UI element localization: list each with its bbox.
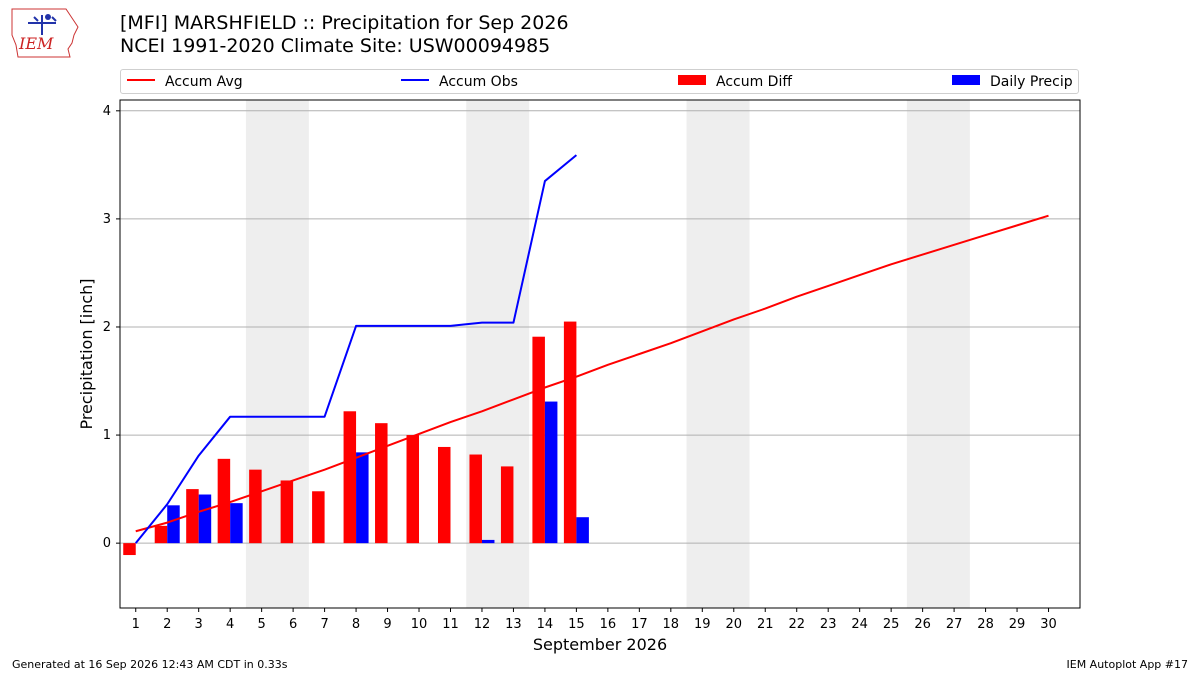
legend-swatch-daily-precip <box>952 75 980 85</box>
daily-precip-bar <box>544 401 558 544</box>
x-tick-label: 10 <box>411 617 428 632</box>
x-tick-label: 17 <box>631 617 648 632</box>
x-tick-label: 2 <box>163 617 171 632</box>
y-tick-label: 1 <box>103 428 111 443</box>
accum-diff-bar <box>280 480 294 544</box>
legend-label-accum-avg: Accum Avg <box>165 74 243 90</box>
accum-diff-bar <box>532 336 545 544</box>
y-axis-label: Precipitation [inch] <box>77 278 96 429</box>
x-tick-label: 5 <box>257 617 265 632</box>
y-tick-label: 4 <box>103 104 111 119</box>
accum-diff-bar <box>186 489 199 544</box>
x-axis-label: September 2026 <box>533 635 667 654</box>
logo-text: IEM <box>18 34 54 53</box>
iem-logo: IEM <box>11 8 79 58</box>
x-tick-label: 29 <box>1009 617 1026 632</box>
daily-precip-bar <box>230 503 243 544</box>
x-tick-label: 23 <box>820 617 837 632</box>
legend-swatch-accum-diff <box>678 75 706 85</box>
x-tick-label: 7 <box>320 617 328 632</box>
accum-diff-bar <box>343 411 357 544</box>
x-tick-label: 28 <box>977 617 994 632</box>
x-tick-label: 16 <box>600 617 617 632</box>
x-tick-label: 13 <box>505 617 522 632</box>
x-tick-label: 26 <box>914 617 931 632</box>
iowa-state-outline <box>11 8 79 58</box>
x-tick-label: 6 <box>289 617 297 632</box>
accum-diff-bar <box>249 469 262 544</box>
accum-diff-bar <box>437 446 451 544</box>
legend-item-accum-diff: Accum Diff <box>678 73 792 91</box>
daily-precip-bar <box>167 505 180 544</box>
y-tick-label: 2 <box>103 320 111 335</box>
accum-diff-bar <box>469 454 482 544</box>
x-tick-label: 19 <box>694 617 711 632</box>
accum-diff-bar <box>154 525 168 544</box>
daily-precip-bar <box>198 494 212 544</box>
x-tick-label: 8 <box>352 617 360 632</box>
legend-label-accum-diff: Accum Diff <box>716 74 793 90</box>
weekend-band <box>906 100 970 608</box>
accum-diff-bar <box>123 543 136 556</box>
footer-app: IEM Autoplot App #17 <box>1066 658 1189 671</box>
footer-generated: Generated at 16 Sep 2026 12:43 AM CDT in… <box>12 658 288 671</box>
accum-diff-bar <box>375 423 388 544</box>
x-tick-label: 14 <box>537 617 554 632</box>
station-dot <box>45 14 51 20</box>
x-tick-label: 20 <box>725 617 742 632</box>
x-tick-label: 22 <box>788 617 805 632</box>
legend-item-accum-avg: Accum Avg <box>127 73 243 91</box>
x-tick-label: 3 <box>195 617 203 632</box>
legend-item-daily-precip: Daily Precip <box>952 73 1073 91</box>
x-tick-label: 25 <box>883 617 900 632</box>
title-line-1: [MFI] MARSHFIELD :: Precipitation for Se… <box>120 12 569 34</box>
accum-diff-bar <box>500 466 514 544</box>
x-tick-label: 27 <box>946 617 963 632</box>
y-tick-label: 3 <box>103 212 111 227</box>
legend-swatch-accum-avg <box>127 79 155 81</box>
legend-label-accum-obs: Accum Obs <box>439 74 518 90</box>
x-tick-label: 11 <box>442 617 459 632</box>
y-tick-label: 0 <box>103 536 111 551</box>
x-tick-label: 12 <box>474 617 491 632</box>
daily-precip-bar <box>576 517 589 544</box>
weather-station-icon <box>28 15 57 35</box>
plot-frame <box>119 99 1081 609</box>
legend-swatch-accum-obs <box>401 79 429 81</box>
accum-diff-bar <box>217 458 231 544</box>
x-tick-label: 9 <box>383 617 391 632</box>
title-line-2: NCEI 1991-2020 Climate Site: USW00094985 <box>120 35 551 57</box>
daily-precip-bar <box>356 452 369 544</box>
legend-item-accum-obs: Accum Obs <box>401 73 518 91</box>
daily-precip-bar <box>481 539 495 544</box>
x-tick-label: 15 <box>568 617 585 632</box>
accum-diff-bar <box>406 435 420 544</box>
chart-title: [MFI] MARSHFIELD :: Precipitation for Se… <box>120 12 569 58</box>
accum-diff-bar <box>312 491 325 544</box>
x-tick-label: 24 <box>851 617 868 632</box>
x-tick-label: 18 <box>663 617 680 632</box>
x-tick-label: 4 <box>226 617 234 632</box>
accum-diff-bar <box>563 321 577 544</box>
weekend-band <box>686 100 750 608</box>
legend-label-daily-precip: Daily Precip <box>990 74 1073 90</box>
x-tick-label: 30 <box>1040 617 1057 632</box>
x-tick-label: 21 <box>757 617 774 632</box>
accum-avg-line <box>135 214 1049 533</box>
legend: Accum Avg Accum Obs Accum Diff Daily Pre… <box>120 69 1079 94</box>
accum-obs-line <box>134 154 578 544</box>
x-tick-label: 1 <box>132 617 140 632</box>
